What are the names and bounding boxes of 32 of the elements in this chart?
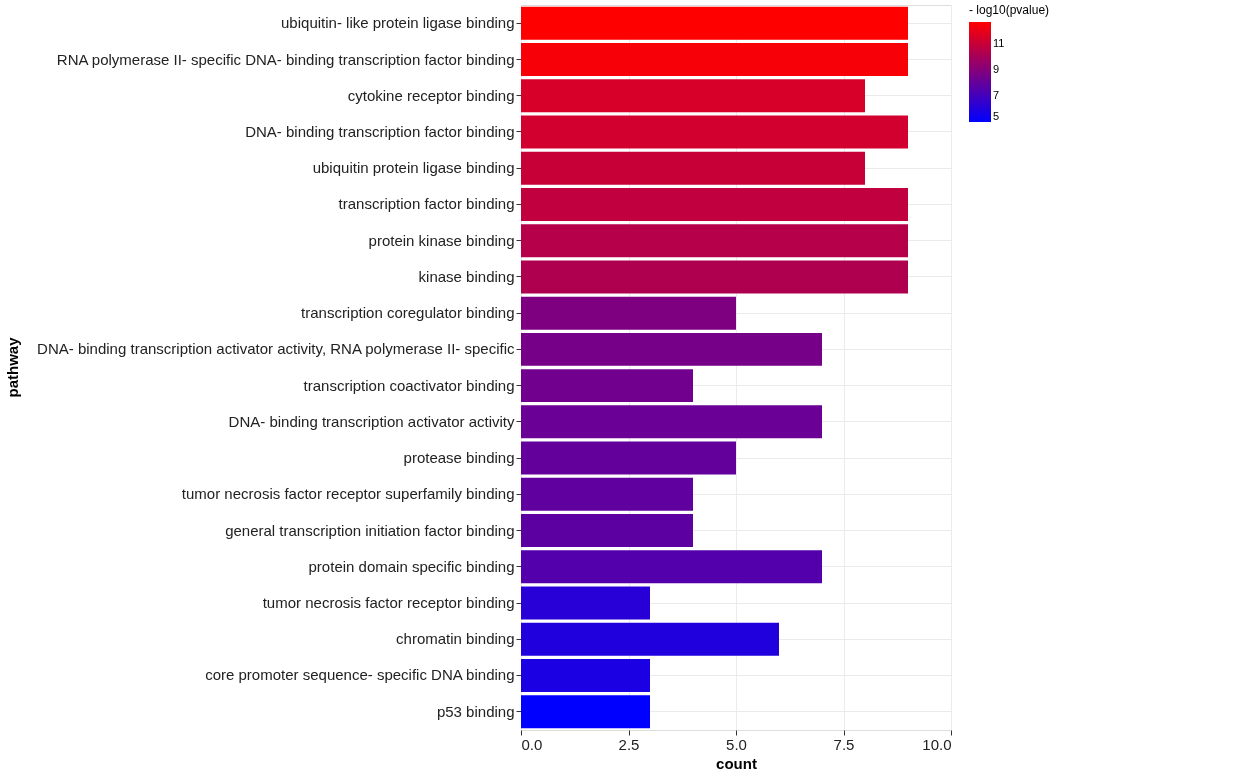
x-tick-label: 2.5 <box>618 735 640 753</box>
y-tick-label: ubiquitin protein ligase binding <box>312 159 515 177</box>
x-tick-label: 7.5 <box>833 735 855 753</box>
y-tick-label: ubiquitin- like protein ligase binding <box>281 14 515 32</box>
color-bar-title: - log10(pvalue) <box>969 3 1050 17</box>
x-tick-label: 10.0 <box>922 735 952 753</box>
y-tick-label: DNA- binding transcription activator activity, RNA polymerase II- specific <box>37 340 515 358</box>
y-tick-label: transcription coactivator binding <box>303 376 515 394</box>
y-axis-title: pathway <box>4 336 22 398</box>
y-tick-label: tumor necrosis factor receptor binding <box>262 594 515 612</box>
x-tick-label: 0.0 <box>521 735 543 753</box>
y-tick-label: RNA polymerase II- specific DNA- binding transcription factor binding <box>56 50 515 68</box>
y-tick-label: core promoter sequence- specific DNA binding <box>205 666 515 684</box>
y-tick-label: cytokine receptor binding <box>347 86 515 104</box>
y-tick-label: chromatin binding <box>396 630 515 648</box>
y-tick-label: p53 binding <box>436 702 515 720</box>
x-axis-title: count <box>716 754 757 772</box>
y-tick-label: protein kinase binding <box>368 231 515 249</box>
color-bar-label: 11 <box>993 37 1005 50</box>
color-bar-label: 5 <box>993 110 1000 122</box>
y-tick-label: transcription coregulator binding <box>301 304 515 322</box>
y-tick-label: tumor necrosis factor receptor superfamily binding <box>181 485 515 503</box>
y-tick-label: protease binding <box>403 449 515 467</box>
color-bar-label: 7 <box>993 89 1000 102</box>
y-tick-label: kinase binding <box>418 267 515 285</box>
color-bar-label: 9 <box>993 63 1000 76</box>
y-tick-label: DNA- binding transcription activator activity <box>228 412 515 430</box>
x-tick-label: 5.0 <box>726 735 747 753</box>
y-tick-label: general transcription initiation factor binding <box>225 521 515 539</box>
y-tick-label: DNA- binding transcription factor binding <box>245 122 515 140</box>
y-tick-label: protein domain specific binding <box>308 557 515 575</box>
y-tick-label: transcription factor binding <box>338 195 515 213</box>
